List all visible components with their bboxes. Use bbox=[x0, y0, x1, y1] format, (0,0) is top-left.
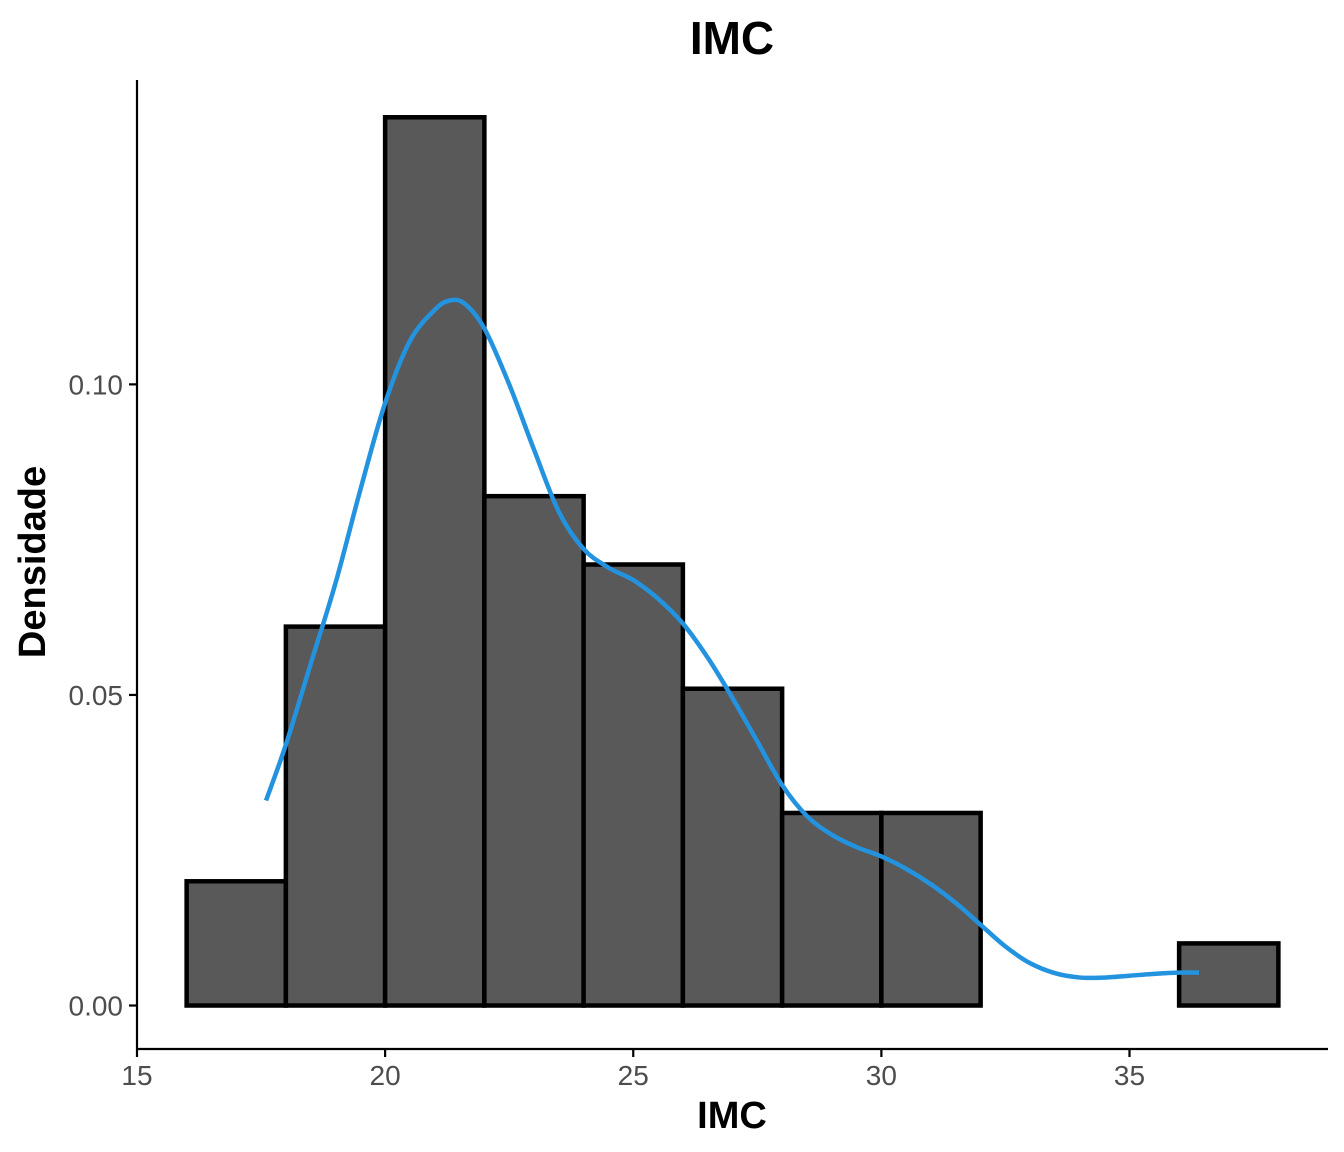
x-tick-label-35: 35 bbox=[1114, 1060, 1145, 1091]
histogram-bar-0 bbox=[184, 879, 289, 1008]
x-tick-label-20: 20 bbox=[370, 1060, 401, 1091]
x-axis-title: IMC bbox=[697, 1095, 767, 1137]
y-tick-label-1: 0.05 bbox=[69, 680, 124, 711]
histogram-bar-4 bbox=[581, 562, 686, 1008]
density-curve bbox=[263, 297, 1199, 981]
x-tick-label-30: 30 bbox=[866, 1060, 897, 1091]
histogram-bar-1 bbox=[283, 624, 388, 1008]
chart-title: IMC bbox=[690, 12, 774, 64]
y-tick-label-0: 0.00 bbox=[69, 991, 124, 1022]
bars-group bbox=[184, 115, 1281, 1008]
y-tick-label-2: 0.10 bbox=[69, 369, 124, 400]
histogram-bar-5 bbox=[680, 686, 785, 1008]
histogram-bar-2 bbox=[382, 115, 487, 1008]
y-axis-title: Densidade bbox=[12, 466, 54, 658]
histogram-bar-3 bbox=[482, 493, 586, 1008]
histogram-bar-6 bbox=[779, 810, 884, 1008]
density-curve-group bbox=[263, 297, 1199, 981]
axes-group: 15 20 25 30 35 0.00 0.05 0.10 bbox=[69, 80, 1328, 1091]
x-tick-label-25: 25 bbox=[618, 1060, 649, 1091]
x-tick-label-15: 15 bbox=[121, 1060, 152, 1091]
